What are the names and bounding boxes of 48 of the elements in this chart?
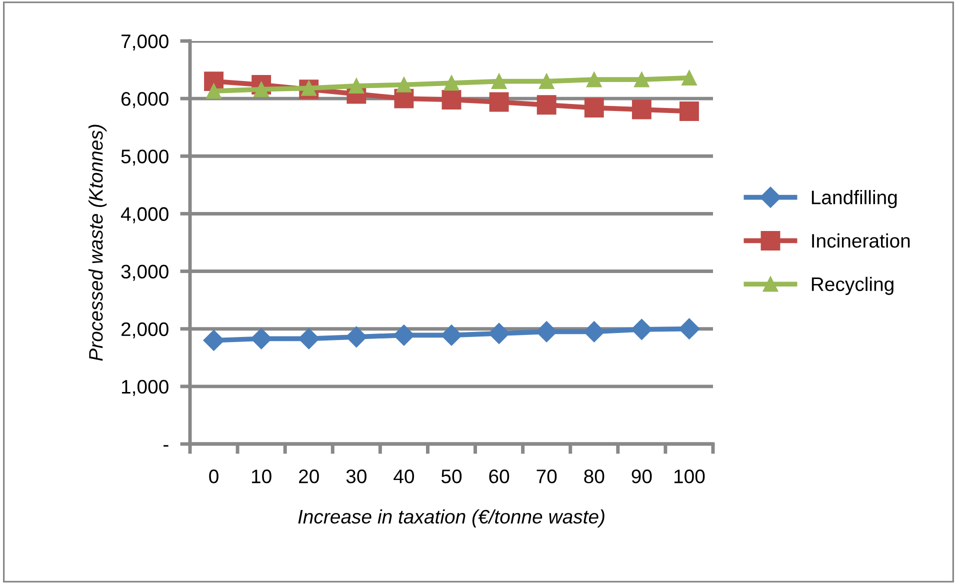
point: [631, 318, 652, 340]
point: [346, 326, 367, 348]
x-tick-label: 70: [536, 470, 557, 484]
point: [348, 78, 364, 94]
y-tick-label: 5,000: [121, 150, 168, 166]
legend-label: Landfilling: [812, 190, 897, 208]
point: [536, 95, 556, 115]
point: [584, 321, 605, 342]
point: [250, 328, 272, 350]
point: [442, 90, 462, 110]
point: [586, 72, 602, 88]
point: [682, 70, 697, 86]
point: [298, 328, 320, 350]
point: [680, 102, 699, 121]
x-tick-label: 40: [394, 470, 414, 484]
y-tick-label: 1,000: [122, 380, 168, 396]
point: [396, 77, 412, 92]
y-tick-label: 7,000: [122, 34, 168, 51]
point: [206, 83, 222, 99]
point: [634, 72, 650, 88]
point: [584, 98, 604, 118]
x-tick-label: 10: [252, 470, 272, 484]
point: [393, 324, 414, 346]
legend-label: Recycling: [812, 276, 894, 295]
legend-label: Incineration: [812, 233, 910, 248]
x-tick-label: 30: [346, 470, 366, 484]
x-axis-title: Increase in taxation (€/tonne waste): [298, 509, 604, 528]
point: [488, 322, 510, 344]
point: [489, 92, 509, 112]
y-tick-label: 4,000: [120, 207, 168, 224]
x-tick-label: 20: [299, 470, 319, 484]
x-tick-label: 80: [584, 470, 604, 484]
y-tick-label: 2,000: [121, 322, 168, 338]
x-tick-label: 100: [674, 470, 705, 484]
y-axis-title: Processed waste (Ktonnes): [88, 124, 107, 361]
y-tick-label: -: [164, 445, 168, 447]
point: [632, 100, 652, 120]
x-tick-label: 0: [209, 470, 218, 484]
point: [678, 318, 700, 340]
x-tick-label: 50: [441, 470, 462, 484]
point: [203, 330, 224, 351]
y-tick-label: 6,000: [122, 92, 168, 108]
point: [538, 74, 554, 89]
point: [444, 75, 460, 91]
point: [491, 74, 507, 89]
x-tick-label: 90: [632, 470, 652, 484]
y-tick-label: 3,000: [121, 264, 168, 281]
x-tick-label: 60: [489, 470, 510, 484]
